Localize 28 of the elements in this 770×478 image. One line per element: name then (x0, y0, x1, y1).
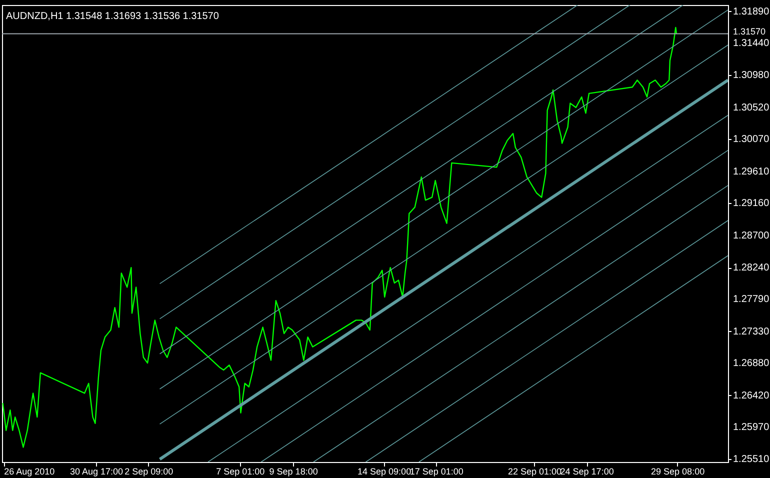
x-tick-label: 22 Sep 01:00 (508, 466, 562, 476)
x-tick-label: 17 Sep 01:00 (410, 466, 464, 476)
y-tick-label: 1.25510 (733, 454, 770, 466)
y-tick-label: 1.26880 (733, 358, 770, 370)
y-tick-label: 1.26420 (733, 390, 770, 402)
y-tick-label: 1.28700 (733, 230, 770, 242)
x-tick-label: 14 Sep 09:00 (358, 466, 412, 476)
y-tick-label: 1.29160 (733, 198, 770, 209)
y-tick-label: 1.29610 (733, 166, 770, 178)
x-tick-label: 7 Sep 01:00 (216, 466, 265, 476)
x-tick-label: 9 Sep 18:00 (269, 466, 318, 476)
y-tick-label: 1.31440 (733, 38, 770, 49)
y-tick-label: 1.31890 (733, 6, 770, 18)
y-tick-label: 1.30980 (733, 70, 770, 82)
x-tick-label: 26 Aug 2010 (4, 466, 55, 476)
x-tick-label: 29 Sep 08:00 (651, 466, 705, 476)
y-tick-label: 1.30070 (733, 134, 770, 146)
line-series (2, 26, 678, 448)
x-tick-label: 24 Sep 17:00 (560, 466, 614, 476)
ref-line-label: 1.31570 (733, 26, 766, 36)
y-tick-label: 1.30520 (733, 102, 770, 114)
y-tick-label: 1.28240 (733, 262, 770, 274)
y-tick-label: 1.25970 (733, 422, 770, 433)
text: AUDNZD,H1 1.31548 1.31693 1.31536 1.31570 (6, 11, 220, 22)
y-tick-label: 1.27330 (733, 326, 770, 338)
x-tick-label: 2 Sep 09:00 (124, 466, 174, 476)
y-tick-label: 1.27790 (733, 294, 770, 306)
x-tick-label: 30 Aug 17:00 (70, 466, 124, 476)
